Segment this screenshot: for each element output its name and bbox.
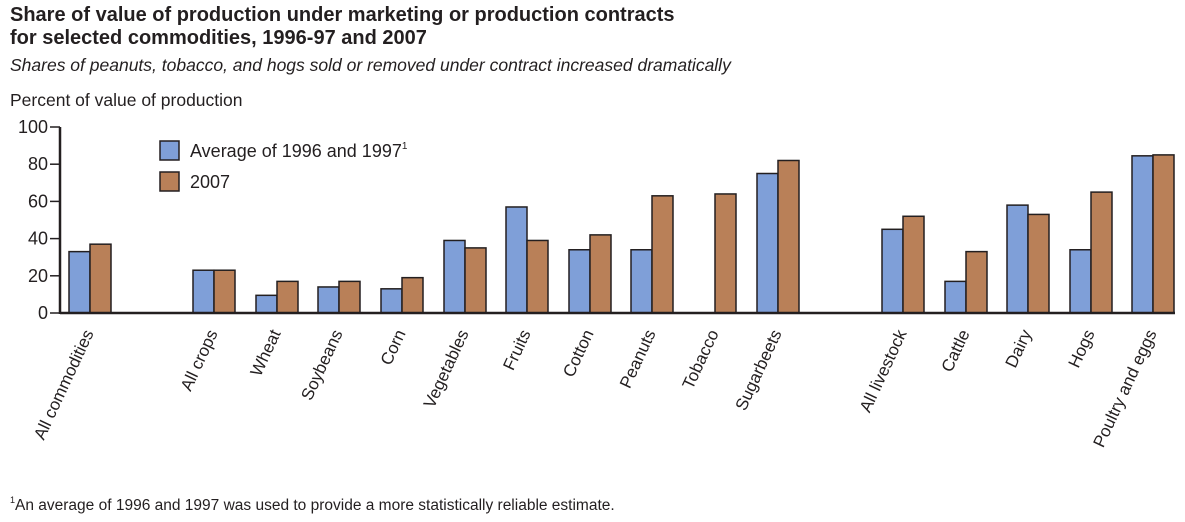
bar-2007 [213, 269, 236, 314]
y-tick-label: 60 [28, 191, 48, 211]
y-tick-label: 80 [28, 154, 48, 174]
x-tick-label: Peanuts [616, 327, 660, 392]
bar-1996-97 [944, 280, 967, 314]
x-tick-label: Fruits [499, 327, 534, 374]
bar-2007 [276, 280, 299, 314]
bar-1996-97 [380, 288, 403, 314]
y-tick-label: 100 [18, 117, 48, 137]
bar-2007 [338, 280, 361, 314]
bar-1996-97 [568, 249, 591, 314]
legend-superscript: 1 [402, 141, 408, 152]
x-tick-label: Cattle [938, 327, 974, 375]
legend-swatch [159, 140, 180, 161]
x-tick-label: Wheat [247, 326, 285, 379]
legend-label: Average of 1996 and 19971 [190, 141, 408, 161]
bar-1996-97 [1069, 249, 1092, 314]
bar-1996-97 [317, 286, 340, 314]
bar-2007 [902, 215, 925, 314]
bar-1996-97 [192, 269, 215, 314]
x-tick-label: Poultry and eggs [1089, 327, 1160, 451]
x-tick-label: Hogs [1065, 327, 1099, 371]
y-tick-label: 0 [38, 303, 48, 323]
bar-2007 [1152, 154, 1175, 314]
bar-2007 [401, 276, 424, 314]
bar-2007 [589, 234, 612, 314]
x-tick-label: Dairy [1002, 326, 1036, 370]
bar-2007 [89, 243, 112, 314]
chart-subtitle: Shares of peanuts, tobacco, and hogs sol… [10, 55, 731, 75]
y-tick-label: 40 [28, 229, 48, 249]
y-tick-label: 20 [28, 266, 48, 286]
bar-1996-97 [630, 249, 653, 314]
bar-1996-97 [68, 250, 91, 314]
bar-1996-97 [756, 172, 779, 314]
x-tick-label: Soybeans [297, 327, 346, 404]
bar-2007 [1027, 213, 1050, 314]
x-tick-label: Tobacco [679, 327, 723, 392]
bar-2007 [777, 159, 800, 314]
bar-2007 [464, 247, 487, 314]
bar-2007 [1090, 191, 1113, 314]
y-axis-label: Percent of value of production [10, 90, 243, 110]
x-tick-label: All crops [177, 327, 222, 394]
bar-1996-97 [255, 294, 278, 314]
x-tick-label: Corn [377, 327, 410, 368]
bar-2007 [714, 193, 737, 314]
legend-label: 2007 [190, 172, 230, 192]
x-tick-label: Vegetables [420, 327, 473, 411]
bar-2007 [965, 250, 988, 314]
footnote: 1An average of 1996 and 1997 was used to… [10, 495, 615, 514]
x-tick-label: All livestock [856, 326, 911, 415]
x-tick-label: Sugarbeets [732, 327, 786, 414]
x-tick-label: Cotton [559, 327, 597, 380]
bar-2007 [651, 195, 674, 314]
legend-swatch [159, 171, 180, 192]
bar-1996-97 [1006, 204, 1029, 314]
bar-1996-97 [505, 206, 528, 314]
chart-title: Share of value of production under marke… [10, 4, 675, 49]
bar-2007 [526, 239, 549, 314]
x-tick-label: All commodities [30, 327, 98, 443]
bar-1996-97 [443, 239, 466, 314]
bar-1996-97 [881, 228, 904, 314]
bar-1996-97 [1131, 155, 1154, 314]
